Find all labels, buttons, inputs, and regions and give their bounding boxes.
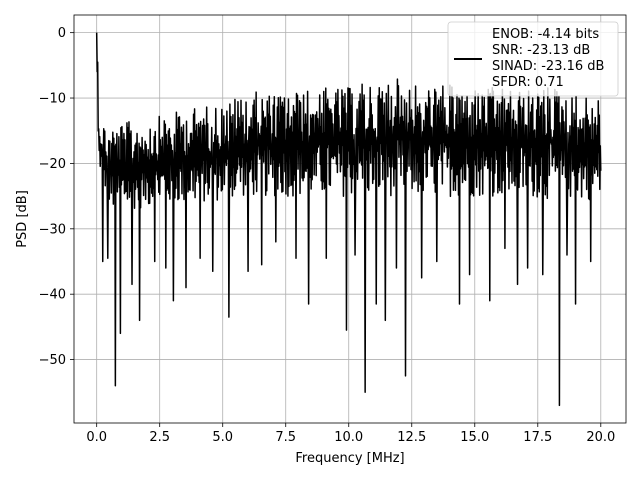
y-tick-label: −30: [39, 222, 66, 237]
x-tick-label: 7.5: [275, 430, 296, 445]
plot-frame: [73, 14, 627, 424]
x-tick-label: 2.5: [149, 430, 170, 445]
y-axis-label: PSD [dB]: [15, 190, 30, 248]
tick-layer: 0.0 2.5 5.0 7.5 10.0 12.5 15.0 17.5 20.0 0 −10 −20 −…: [39, 26, 616, 445]
psd-series-line: [95, 32, 602, 407]
x-tick-label: 5.0: [212, 430, 233, 445]
y-tick-label: −10: [39, 92, 66, 107]
legend-entry: SNR: -23.13 dB: [492, 43, 590, 58]
data-layer: [95, 32, 602, 407]
x-tick-label: 12.5: [397, 430, 426, 445]
y-tick-label: −50: [39, 353, 66, 368]
y-tick-label: 0: [58, 26, 66, 41]
x-tick-label: 10.0: [334, 430, 363, 445]
legend-entry: SINAD: -23.16 dB: [492, 59, 604, 74]
y-tick-label: −40: [39, 288, 66, 303]
x-tick-label: 0.0: [86, 430, 107, 445]
x-tick-label: 15.0: [460, 430, 489, 445]
legend-entry: ENOB: -4.14 bits: [492, 27, 599, 42]
y-tick-label: −20: [39, 157, 66, 172]
x-tick-label: 17.5: [523, 430, 552, 445]
legend-entry: SFDR: 0.71: [492, 75, 564, 90]
legend-box: [447, 21, 619, 97]
x-axis-label: Frequency [MHz]: [295, 451, 404, 466]
x-tick-label: 20.0: [586, 430, 615, 445]
